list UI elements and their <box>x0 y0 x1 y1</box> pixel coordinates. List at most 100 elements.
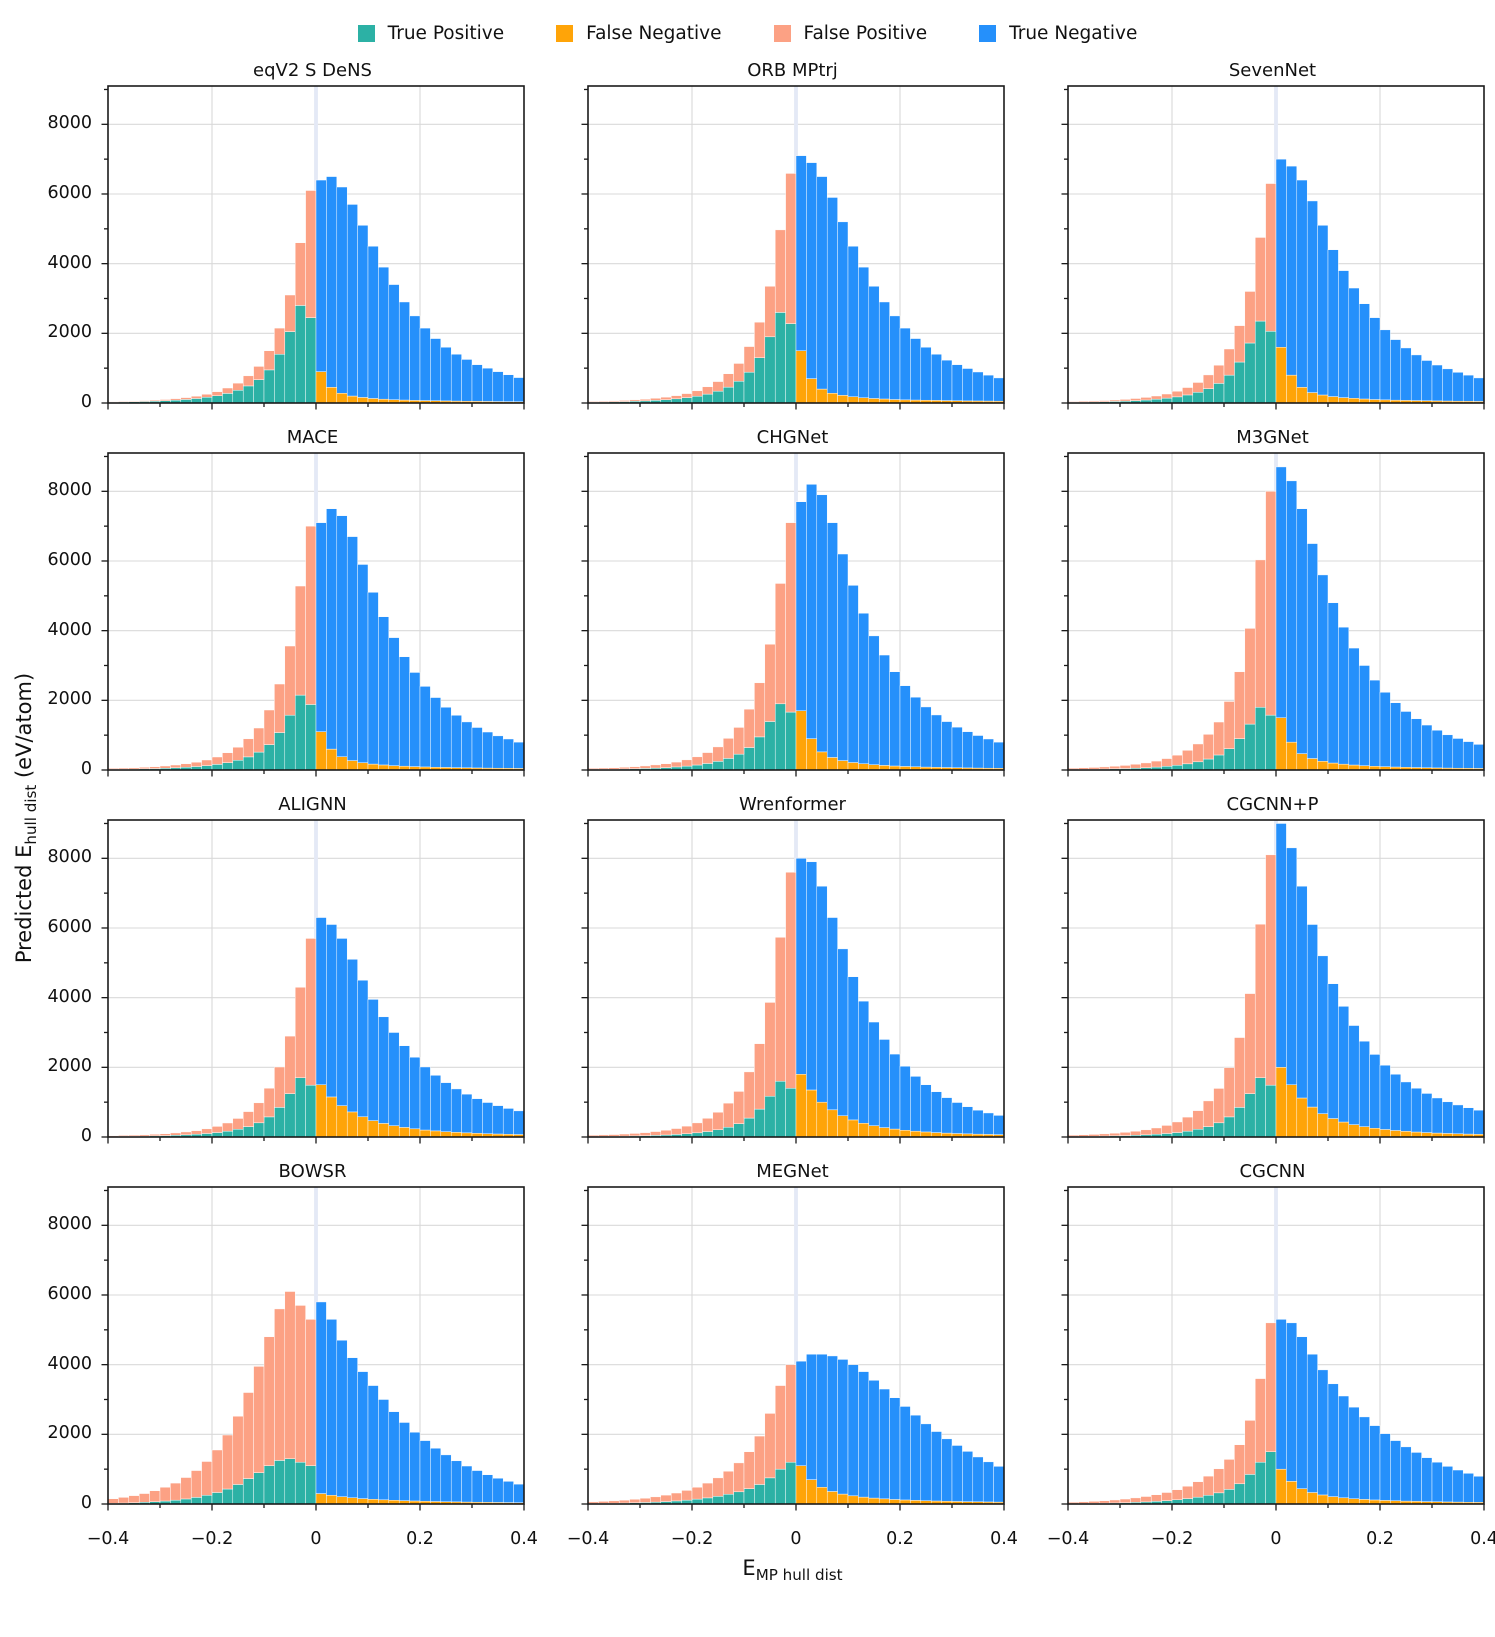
axis-ticks <box>101 1189 525 1511</box>
y-tick-label: 4000 <box>47 252 92 273</box>
series-true-negative <box>795 1353 1005 1503</box>
series-false-positive <box>1067 491 1277 770</box>
subplot-mace: MACE 0 2000 4000 6000 8000 <box>47 425 525 792</box>
subplot-title: CHGNet <box>756 427 829 448</box>
x-tick-label: 0.2 <box>406 1529 434 1549</box>
series-false-positive <box>587 1364 797 1504</box>
axis-ticks <box>581 1189 1005 1511</box>
x-tick-labels: −0.4 −0.2 0 0.2 0.4 <box>87 1526 538 1552</box>
histogram-cgcnn <box>1061 1186 1485 1511</box>
y-tick-label: 0 <box>80 392 92 412</box>
legend-item-false-positive: False Positive <box>773 22 928 44</box>
series-true-negative <box>315 176 525 402</box>
y-axis-label-sub: hull dist <box>22 784 41 845</box>
subplot-title: MACE <box>286 427 339 448</box>
x-tick-label: 0.2 <box>1366 1529 1394 1549</box>
legend-label: True Negative <box>1009 22 1138 44</box>
y-tick-label: 6000 <box>47 182 92 203</box>
legend: True Positive False Negative False Positiv… <box>0 0 1495 52</box>
x-tick-label: −0.4 <box>1046 1529 1090 1549</box>
series-false-positive <box>107 525 317 770</box>
subplot-cgcnn-p: CGCNN+P <box>1060 792 1485 1159</box>
series-false-negative <box>315 731 525 771</box>
legend-label: True Positive <box>387 22 505 44</box>
series-false-positive <box>107 1291 317 1504</box>
legend-item-true-negative: True Negative <box>979 23 1137 44</box>
subplot-title: MEGNet <box>756 1161 829 1182</box>
subplot-title: Wrenformer <box>739 794 846 815</box>
series-false-positive <box>107 938 317 1137</box>
y-tick-label: 2000 <box>47 689 92 710</box>
x-tick-label: 0 <box>790 1529 802 1549</box>
histogram-alignn <box>101 819 525 1144</box>
series-true-negative <box>315 508 525 769</box>
subplot-title: ALIGNN <box>278 794 347 815</box>
y-tick-label: 8000 <box>47 1214 92 1235</box>
series-true-negative <box>1275 466 1485 769</box>
x-tick-label: −0.2 <box>190 1529 234 1549</box>
x-tick-label: 0.2 <box>886 1529 914 1549</box>
axis-ticks <box>1061 1189 1485 1511</box>
x-tick-label: 0 <box>310 1529 322 1549</box>
y-tick-label: 6000 <box>47 549 92 570</box>
subplot-title: CGCNN <box>1239 1161 1306 1182</box>
x-tick-labels: −0.4 −0.2 0 0.2 0.4 <box>1047 1526 1495 1552</box>
x-tick-label: −0.4 <box>566 1529 610 1549</box>
x-tick-labels: −0.4 −0.2 0 0.2 0.4 <box>567 1526 1018 1552</box>
series-false-positive <box>587 173 797 403</box>
subplot-title: BOWSR <box>278 1161 347 1182</box>
series-false-positive <box>1067 854 1277 1137</box>
series-true-positive <box>1067 1451 1277 1505</box>
y-tick-label: 8000 <box>47 113 92 134</box>
histogram-wrenformer <box>581 819 1005 1144</box>
y-tick-label: 8000 <box>47 480 92 501</box>
subplot-bowsr: BOWSR 0 2000 4000 6000 8000 −0.4 −0.2 0 0.2 0.4 <box>47 1159 538 1552</box>
histogram-bowsr <box>101 1186 525 1511</box>
y-tick-label: 4000 <box>47 1353 92 1374</box>
x-axis-label-prefix: E <box>742 1556 756 1580</box>
subplot-title: CGCNN+P <box>1226 794 1319 815</box>
series-false-positive <box>1067 1322 1277 1504</box>
subplot-chgnet: CHGNet <box>580 425 1005 792</box>
y-tick-label: 0 <box>80 1126 92 1146</box>
series-true-positive <box>1067 707 1277 771</box>
legend-item-false-negative: False Negative <box>556 23 722 44</box>
histogram-m3gnet <box>1061 452 1485 777</box>
series-true-negative <box>795 484 1005 769</box>
y-tick-label: 2000 <box>47 1056 92 1077</box>
histogram-sevennet <box>1061 85 1485 410</box>
axis-ticks <box>581 822 1005 1144</box>
axis-ticks <box>101 822 525 1144</box>
series-true-negative <box>795 155 1005 402</box>
subplot-title: M3GNet <box>1236 427 1309 448</box>
series-false-positive <box>107 190 317 403</box>
x-tick-label: 0 <box>1270 1529 1282 1549</box>
subplot-wrenformer: Wrenformer <box>580 792 1005 1159</box>
plot-grid: eqV2 S DeNS 0 2000 4000 6000 8000 ORB MPtrj Sev… <box>0 58 1495 1552</box>
zero-threshold-line <box>794 1187 798 1504</box>
y-tick-label: 6000 <box>47 1283 92 1304</box>
subplot-sevennet: SevenNet <box>1060 58 1485 425</box>
histogram-cgcnn-p <box>1061 819 1485 1144</box>
subplot-title: SevenNet <box>1228 60 1317 81</box>
x-tick-label: 0.4 <box>1470 1529 1495 1549</box>
axis-ticks <box>1061 455 1485 777</box>
y-tick-label: 4000 <box>47 986 92 1007</box>
axis-ticks <box>581 455 1005 777</box>
series-true-negative <box>1275 1319 1485 1503</box>
x-axis-label: EMP hull dist <box>100 1556 1485 1584</box>
legend-label: False Positive <box>803 22 928 44</box>
y-tick-label: 8000 <box>47 847 92 868</box>
series-true-negative <box>1275 158 1485 402</box>
axis-ticks <box>101 455 525 777</box>
y-tick-label: 2000 <box>47 1423 92 1444</box>
x-tick-label: 0.4 <box>510 1529 538 1549</box>
y-tick-label: 0 <box>80 1493 92 1513</box>
series-false-negative <box>1275 347 1485 404</box>
x-tick-label: −0.2 <box>670 1529 714 1549</box>
series-false-positive <box>587 872 797 1137</box>
subplot-megnet: MEGNet −0.4 −0.2 0 0.2 0.4 <box>567 1159 1018 1552</box>
axis-ticks <box>101 88 525 410</box>
legend-item-true-positive: True Positive <box>357 22 505 44</box>
